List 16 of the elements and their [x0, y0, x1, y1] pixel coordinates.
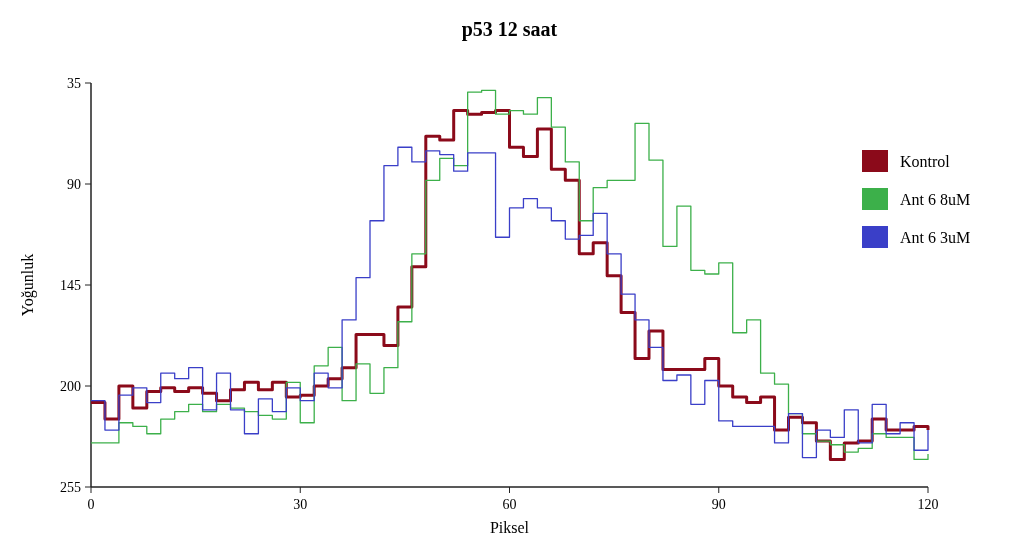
y-tick-label: 200	[60, 378, 81, 394]
x-tick-label: 120	[917, 497, 939, 512]
x-axis-title: Piksel	[489, 519, 530, 536]
legend-label: Ant 6 3uM	[900, 228, 971, 246]
chart-title: p53 12 saat	[461, 18, 558, 41]
x-tick-label: 90	[711, 497, 726, 512]
y-axis-title: Yoğunluk	[19, 253, 37, 317]
legend-label: Kontrol	[900, 152, 951, 170]
y-tick-label: 145	[60, 277, 81, 293]
x-tick-label: 60	[502, 497, 517, 512]
x-tick-label: 30	[293, 497, 308, 512]
legend-label: Ant 6 8uM	[900, 190, 971, 208]
y-tick-label: 90	[67, 176, 81, 192]
y-tick-label: 255	[60, 479, 81, 495]
x-tick-label: 0	[87, 497, 95, 512]
y-tick-label: 35	[67, 75, 81, 91]
